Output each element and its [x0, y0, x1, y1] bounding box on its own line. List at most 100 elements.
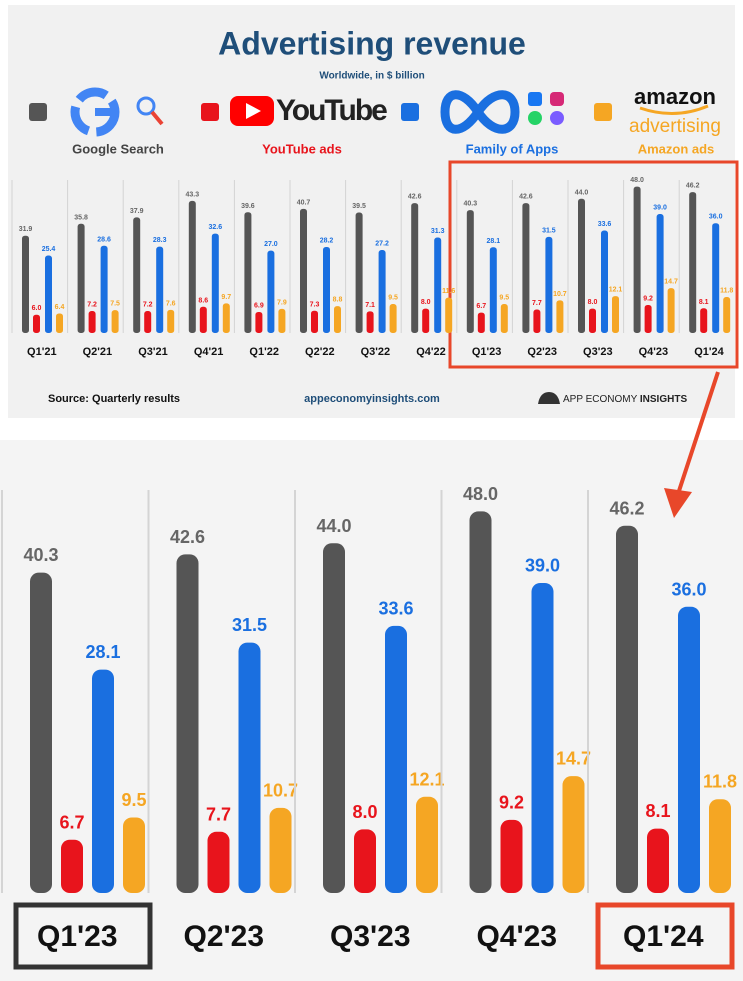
bar — [612, 296, 619, 333]
bar — [188, 200, 196, 333]
bar — [522, 203, 530, 333]
bar — [211, 233, 219, 333]
value-label: 6.4 — [55, 304, 65, 311]
value-label: 6.7 — [59, 812, 84, 832]
value-label: 10.7 — [263, 780, 298, 800]
value-label: 7.7 — [532, 300, 542, 307]
value-label: 28.1 — [486, 238, 500, 245]
value-label: 8.8 — [333, 297, 343, 304]
amazon-logo: amazon advertising — [629, 84, 721, 137]
bar — [133, 217, 141, 333]
bar — [77, 223, 85, 333]
bar — [300, 208, 307, 333]
brand-bold: INSIGHTS — [640, 394, 688, 405]
bar — [176, 554, 199, 893]
bar — [111, 310, 119, 333]
bar — [601, 230, 608, 333]
value-label: 40.7 — [297, 199, 311, 206]
value-label: 42.6 — [170, 527, 205, 547]
x-tick-label: Q1'22 — [249, 346, 279, 358]
value-label: 46.2 — [686, 183, 700, 190]
bar — [466, 210, 474, 333]
bar — [323, 543, 345, 893]
value-label: 31.3 — [431, 228, 445, 235]
value-label: 6.9 — [254, 302, 264, 309]
bar — [378, 250, 386, 333]
legend-swatch — [29, 103, 47, 121]
chart-subtitle: Worldwide, in $ billion — [319, 71, 424, 82]
bar — [269, 807, 292, 893]
value-label: 35.8 — [74, 214, 88, 221]
value-label: 8.0 — [421, 299, 431, 306]
bar — [156, 246, 164, 333]
bar — [30, 572, 52, 893]
x-tick-label: Q3'23 — [330, 920, 411, 953]
bar — [238, 642, 261, 893]
x-tick-label: Q2'22 — [305, 346, 335, 358]
bar — [100, 245, 108, 333]
bar — [578, 198, 585, 333]
legend-swatch — [594, 103, 612, 121]
value-label: 42.6 — [519, 194, 533, 201]
bar — [500, 304, 508, 333]
value-label: 28.1 — [85, 642, 120, 662]
value-label: 39.6 — [241, 203, 255, 210]
value-label: 11.8 — [703, 772, 737, 792]
bar — [689, 192, 697, 333]
bar — [278, 308, 286, 333]
value-label: 7.9 — [277, 299, 287, 306]
bar — [562, 776, 585, 893]
value-label: 33.6 — [598, 221, 612, 228]
bar — [88, 311, 96, 333]
value-label: 12.1 — [409, 769, 444, 789]
x-tick-label: Q1'23 — [472, 346, 502, 358]
legend-label: Google Search — [72, 141, 164, 156]
x-tick-label: Q3'22 — [361, 346, 391, 358]
x-tick-label: Q4'21 — [194, 346, 224, 358]
value-label: 7.3 — [310, 301, 320, 308]
bar — [700, 308, 708, 333]
bar — [311, 310, 318, 333]
bar — [434, 237, 442, 333]
bar — [61, 839, 83, 893]
amazon-wordmark: amazon — [634, 84, 716, 109]
bar — [207, 831, 230, 893]
value-label: 48.0 — [630, 177, 644, 184]
value-label: 43.3 — [185, 191, 199, 198]
legend-swatch — [401, 103, 419, 121]
value-label: 8.0 — [352, 802, 377, 822]
brand: APP ECONOMY INSIGHTS — [563, 394, 687, 405]
bar — [411, 203, 419, 333]
bar — [656, 214, 664, 333]
bar — [477, 312, 485, 333]
value-label: 9.7 — [221, 294, 231, 301]
bar — [545, 236, 553, 333]
x-tick-label: Q2'21 — [83, 346, 113, 358]
bar — [712, 223, 720, 333]
legend-label: Family of Apps — [466, 141, 559, 156]
value-label: 31.5 — [232, 615, 267, 635]
bar — [144, 311, 152, 333]
value-label: 9.5 — [121, 790, 146, 810]
source-note: Source: Quarterly results — [48, 393, 180, 405]
bar — [267, 250, 275, 333]
focus-box — [595, 902, 735, 970]
bar — [323, 246, 330, 333]
x-tick-label: Q4'23 — [639, 346, 669, 358]
brand-icon — [538, 392, 560, 404]
x-tick-label: Q1'24 — [623, 920, 704, 953]
bar — [489, 247, 497, 333]
meta-logo — [440, 90, 564, 134]
value-label: 36.0 — [671, 579, 706, 599]
bar — [33, 314, 40, 333]
youtube-wordmark: YouTube — [276, 94, 387, 127]
value-label: 44.0 — [575, 189, 589, 196]
value-label: 8.6 — [198, 297, 208, 304]
value-label: 48.0 — [463, 484, 498, 504]
value-label: 9.2 — [499, 792, 524, 812]
legend-swatch — [201, 103, 219, 121]
value-label: 42.6 — [408, 194, 422, 201]
value-label: 9.5 — [499, 295, 509, 302]
legend-label: YouTube ads — [262, 141, 342, 156]
